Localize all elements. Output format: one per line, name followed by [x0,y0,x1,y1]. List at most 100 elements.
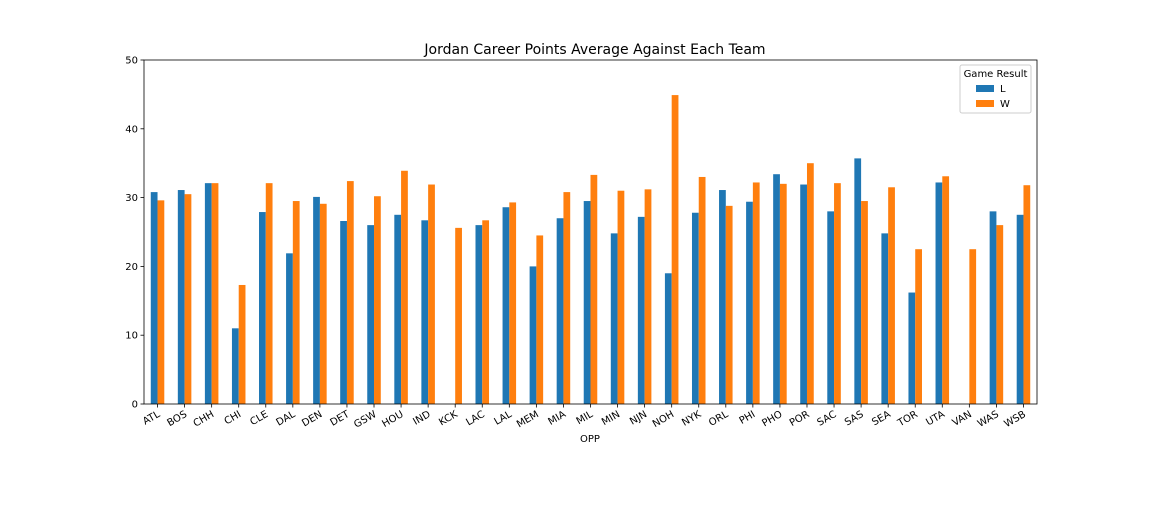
bar-W-MIL [590,174,598,404]
bar-L-ORL [719,190,726,404]
bar-W-MIA [563,192,571,404]
x-tick-label: DEN [300,409,324,429]
bar-W-ATL [157,200,165,404]
bar-W-POR [806,163,814,404]
x-tick-label: PHI [738,409,758,427]
legend-swatch-L [976,85,994,92]
y-tick-label: 50 [125,56,138,67]
bar-W-KCK [455,227,462,404]
x-tick-label: LAL [493,409,515,428]
bar-W-MEM [536,235,544,404]
x-tick-label: POR [788,409,812,429]
bar-W-MIN [617,190,625,404]
y-tick-label: 0 [132,400,138,411]
bar-L-PHI [746,201,753,404]
bar-L-CLE [259,212,266,404]
x-tick-label: SAS [843,409,866,428]
x-tick-label: PHO [760,409,784,429]
bar-W-DET [346,181,354,404]
bar-L-WSB [1016,214,1024,404]
bar-W-UTA [942,176,950,404]
y-tick-label: 10 [125,331,138,342]
bar-W-DAL [292,201,300,404]
bar-L-NYK [691,212,699,404]
x-tick-label: DET [329,409,353,429]
bar-L-PHO [773,174,780,404]
bar-W-HOU [401,170,408,404]
bar-L-MEM [529,266,537,404]
x-tick-label: KCK [437,409,460,429]
bar-W-VAN [969,249,977,404]
bars-layer [150,95,1031,404]
bar-L-GSW [367,225,375,404]
x-tick-label: IND [411,409,432,428]
bar-W-IND [428,184,435,404]
x-tick-label: CLE [248,409,270,428]
bar-L-POR [800,184,807,404]
bar-L-WAS [989,211,997,404]
y-tick-label: 40 [125,124,138,135]
x-tick-label: VAN [951,409,974,429]
bar-W-DEN [319,203,327,404]
bar-W-NOH [671,95,679,404]
bar-L-SEA [881,233,889,404]
x-tick-label: WAS [976,409,1001,430]
bar-L-TOR [908,292,916,404]
bar-W-BOS [184,194,192,404]
bar-L-MIA [556,218,564,404]
x-tick-label: NJN [628,409,649,427]
x-tick-label: GSW [352,409,378,431]
bar-L-NJN [637,216,645,404]
bar-W-PHO [779,183,787,404]
bar-W-CLE [265,183,273,404]
legend-label-W: W [1000,99,1010,110]
chart-title: Jordan Career Points Average Against Eac… [423,42,765,58]
bar-L-MIL [583,201,591,404]
bar-W-SAC [834,183,841,404]
bar-W-PHI [752,182,760,404]
x-tick-label: UTA [924,409,947,428]
x-tick-label: SEA [870,409,893,428]
x-tick-label: BOS [165,409,189,429]
bar-W-ORL [725,205,733,404]
bar-L-SAS [854,158,862,404]
bar-L-SAC [827,211,835,404]
y-tick-label: 30 [125,193,138,204]
x-tick-label: NOH [651,409,676,430]
x-tick-label: DAL [275,409,298,429]
x-tick-label: TOR [895,409,920,430]
bar-L-DET [340,220,347,404]
bar-W-NJN [644,189,652,404]
x-tick-label: MIL [575,409,596,427]
bar-L-IND [421,220,429,404]
legend-title: Game Result [964,69,1028,80]
bar-W-CHH [211,183,219,404]
x-tick-label: HOU [380,409,405,430]
bar-W-CHI [238,284,246,404]
x-tick-label: MIN [600,409,622,428]
bar-L-UTA [935,182,943,404]
bar-W-SEA [888,187,895,404]
x-tick-label: MEM [515,409,541,430]
bar-L-MIN [610,233,618,404]
bar-L-BOS [177,190,185,404]
x-tick-label: WSB [1002,409,1028,430]
bar-W-GSW [374,196,381,404]
bar-W-NYK [698,176,706,404]
x-tick-label: LAC [464,409,486,428]
y-tick-label: 20 [125,262,138,273]
legend-swatch-W [976,100,994,107]
x-tick-label: ATL [141,409,162,428]
bar-L-CHH [204,183,212,404]
legend: Game Result LW [959,64,1032,114]
bar-W-TOR [915,249,922,404]
bar-L-HOU [394,214,402,404]
x-tick-label: CHH [192,409,217,430]
x-tick-label: ORL [707,409,731,429]
bar-L-DEN [313,196,320,404]
bar-L-LAL [502,207,510,404]
x-axis-label: OPP [580,434,600,445]
bar-L-ATL [150,192,158,404]
